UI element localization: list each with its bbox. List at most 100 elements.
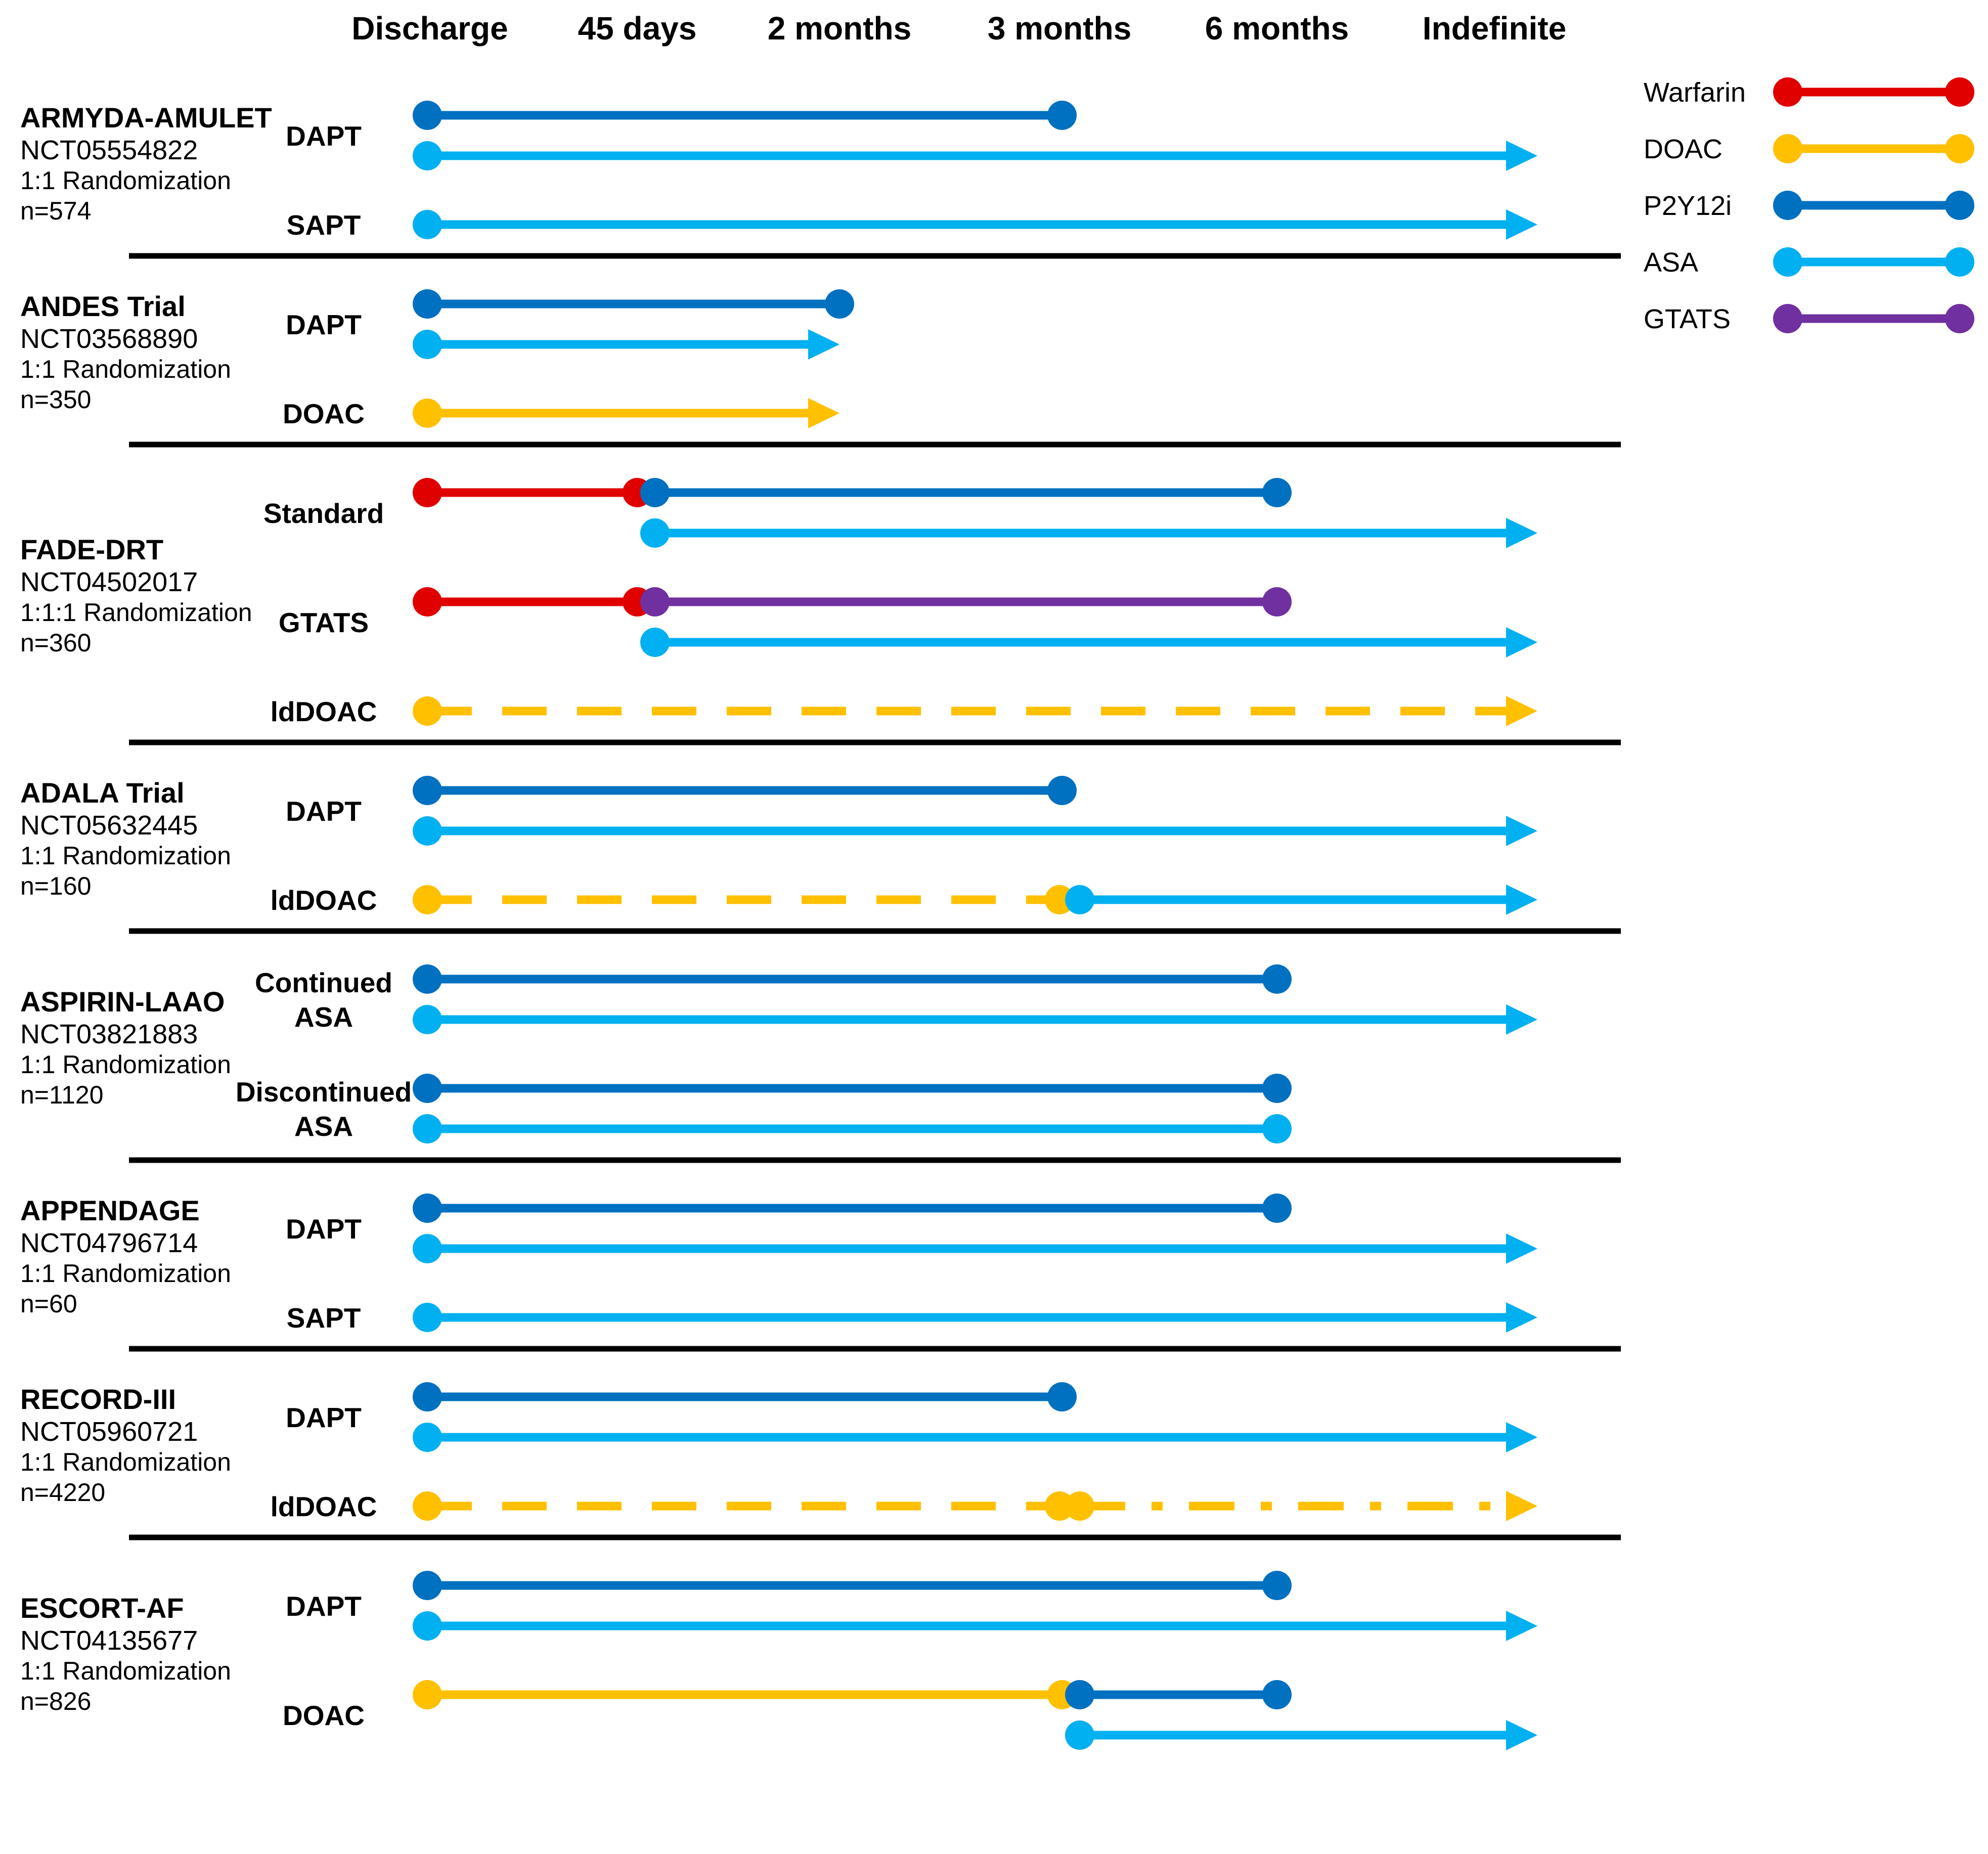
end-arrow [808, 398, 840, 428]
start-dot [1065, 1720, 1094, 1750]
regimen-line-asa [413, 329, 840, 360]
regimen-line-p2y12i [1065, 1680, 1292, 1709]
trial-arm: Standard [263, 478, 1537, 548]
regimen-line-p2y12i [413, 101, 1077, 130]
end-arrow [1506, 1233, 1537, 1264]
trial-name: FADE-DRT [20, 534, 163, 565]
regimen-line-doac [413, 1680, 1077, 1709]
legend-label-asa: ASA [1644, 247, 1698, 278]
end-arrow [1506, 696, 1537, 726]
drug-legend: Warfarin DOAC P2Y12i ASA GTATS [1644, 77, 1974, 334]
regimen-line-asa [413, 816, 1537, 846]
start-dot [640, 518, 670, 548]
end-arrow [1506, 627, 1537, 657]
regimen-line-asa [413, 1114, 1292, 1143]
start-dot [413, 816, 442, 846]
start-dot [413, 1382, 442, 1411]
regimen-line-p2y12i [413, 1571, 1292, 1600]
legend-dot-start-warfarin [1773, 77, 1802, 107]
start-dot [413, 1423, 442, 1452]
regimen-line-asa [413, 1302, 1537, 1333]
end-dot [1262, 1114, 1292, 1143]
start-dot [413, 1303, 442, 1332]
start-dot [640, 478, 670, 507]
regimen-line-asa [1065, 1720, 1537, 1750]
trial-nct-id: NCT04135677 [20, 1625, 198, 1656]
trial-randomization: 1:1 Randomization [20, 1050, 231, 1079]
end-arrow [1506, 1004, 1537, 1035]
end-dot [1045, 1491, 1074, 1521]
start-dot [413, 964, 442, 994]
trial-sample-size: n=4220 [20, 1478, 105, 1507]
end-dot [1262, 1194, 1292, 1223]
end-dot [1047, 776, 1077, 805]
start-dot [413, 885, 442, 914]
start-dot [413, 399, 442, 428]
timepoint-label-indef: Indefinite [1423, 10, 1566, 47]
trial-sample-size: n=360 [20, 629, 91, 657]
arm-label: Discontinued [236, 1076, 412, 1108]
arm-label: DAPT [286, 309, 362, 340]
trial-randomization: 1:1:1 Randomization [20, 598, 252, 627]
regimen-line-doac [413, 398, 840, 428]
trial-arm: GTATS [279, 587, 1537, 657]
timeline-header: Discharge 45 days 2 months 3 months 6 months… [351, 10, 1566, 47]
start-dot [413, 141, 442, 170]
trial-randomization: 1:1 Randomization [20, 166, 231, 195]
start-dot [413, 1680, 442, 1709]
trial-randomization: 1:1 Randomization [20, 355, 231, 383]
start-dot [413, 1611, 442, 1641]
trial-arm: DOAC [283, 398, 840, 429]
trial-sample-size: n=826 [20, 1687, 91, 1715]
legend-dot-end-p2y12i [1945, 191, 1974, 220]
regimen-line-p2y12i [413, 1194, 1292, 1223]
regimen-line-asa [413, 209, 1537, 240]
arm-label: SAPT [287, 209, 361, 241]
trial-arm: DAPT [286, 1194, 1537, 1264]
regimen-line-asa [413, 1611, 1537, 1641]
trial-arm: SAPT [287, 209, 1537, 241]
end-dot [1262, 1571, 1292, 1600]
regimen-line-p2y12i [640, 478, 1292, 507]
end-arrow [1506, 1491, 1537, 1521]
end-arrow [1506, 1422, 1537, 1452]
start-dot [1065, 885, 1094, 914]
legend-dot-start-p2y12i [1773, 191, 1802, 220]
end-dot [1262, 1074, 1292, 1103]
trial-sample-size: n=160 [20, 872, 91, 900]
trial-nct-id: NCT03821883 [20, 1019, 198, 1049]
start-dot [413, 1114, 442, 1143]
regimen-line-asa [413, 1422, 1537, 1452]
trial-arm: DOAC [283, 1680, 1537, 1750]
trial-arm: DAPT [286, 1382, 1537, 1452]
start-dot [413, 1005, 442, 1034]
regimen-line-doac [413, 696, 1537, 726]
regimen-line-warfarin [413, 478, 652, 507]
trial-randomization: 1:1 Randomization [20, 1448, 231, 1476]
timepoint-label-m2: 2 months [768, 10, 911, 47]
arm-label: SAPT [287, 1302, 361, 1334]
end-dot [1045, 885, 1074, 914]
start-dot [413, 776, 442, 805]
timepoint-label-m6: 6 months [1205, 10, 1349, 47]
start-dot [413, 696, 442, 726]
trial-nct-id: NCT04796714 [20, 1228, 198, 1258]
trial-name: ESCORT-AF [20, 1592, 184, 1624]
trial-randomization: 1:1 Randomization [20, 1657, 231, 1685]
legend-dot-end-asa [1945, 247, 1974, 277]
start-dot [1065, 1680, 1094, 1709]
start-dot [413, 1571, 442, 1600]
legend-label-gtats: GTATS [1644, 304, 1731, 334]
regimen-line-asa [413, 141, 1537, 171]
arm-label: GTATS [279, 607, 369, 638]
end-arrow [1506, 141, 1537, 171]
arm-label: ldDOAC [271, 696, 377, 727]
legend-dot-end-doac [1945, 134, 1974, 163]
start-dot [1065, 1491, 1094, 1521]
arm-label: ASA [294, 1001, 353, 1033]
start-dot [413, 330, 442, 359]
trial-name: ADALA Trial [20, 777, 185, 809]
legend-label-doac: DOAC [1644, 134, 1722, 164]
